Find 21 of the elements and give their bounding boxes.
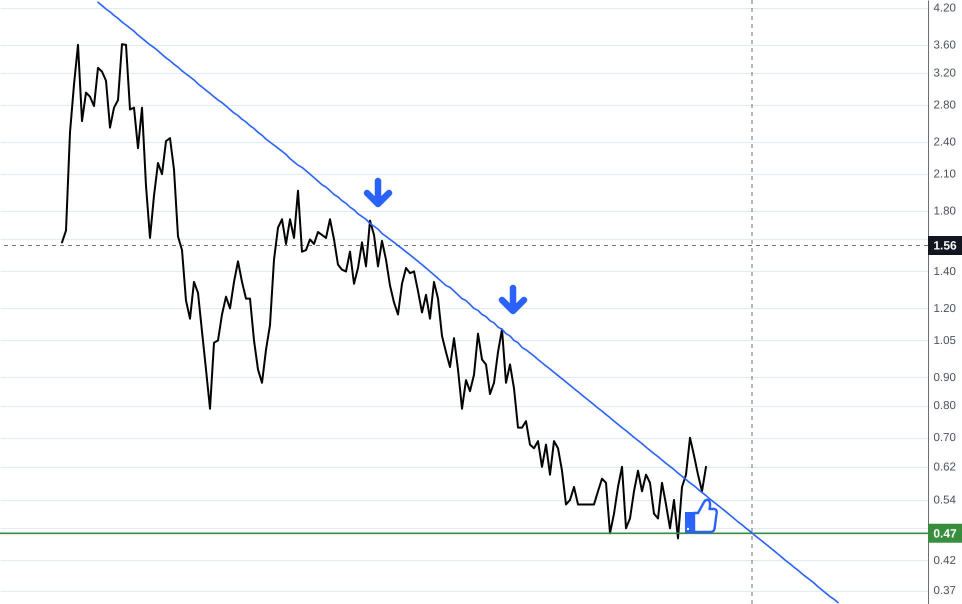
y-tick-label: 0.42 xyxy=(934,554,956,567)
ref-line-label: 1.56 xyxy=(933,238,957,252)
y-tick-label: 1.20 xyxy=(934,302,956,315)
y-tick-label: 3.60 xyxy=(934,39,956,52)
y-tick-label: 0.80 xyxy=(934,400,956,412)
y-tick-label: 4.20 xyxy=(934,2,956,14)
y-tick-label: 1.80 xyxy=(934,206,956,218)
ref-line-label: 0.47 xyxy=(933,526,957,540)
y-tick-label: 2.80 xyxy=(934,100,956,112)
line-series xyxy=(97,1,839,604)
y-tick-label: 0.54 xyxy=(934,494,956,506)
line-series xyxy=(61,43,707,540)
y-tick-label: 2.10 xyxy=(934,168,956,181)
y-tick-label: 2.40 xyxy=(934,136,956,149)
y-tick-label: 0.62 xyxy=(934,461,956,474)
y-tick-label: 0.70 xyxy=(934,432,956,444)
y-tick-label: 1.40 xyxy=(934,266,956,278)
y-tick-label: 0.37 xyxy=(934,585,956,598)
y-tick-label: 1.05 xyxy=(934,334,956,347)
y-tick-label: 3.20 xyxy=(934,68,956,80)
y-tick-label: 0.90 xyxy=(934,372,956,384)
